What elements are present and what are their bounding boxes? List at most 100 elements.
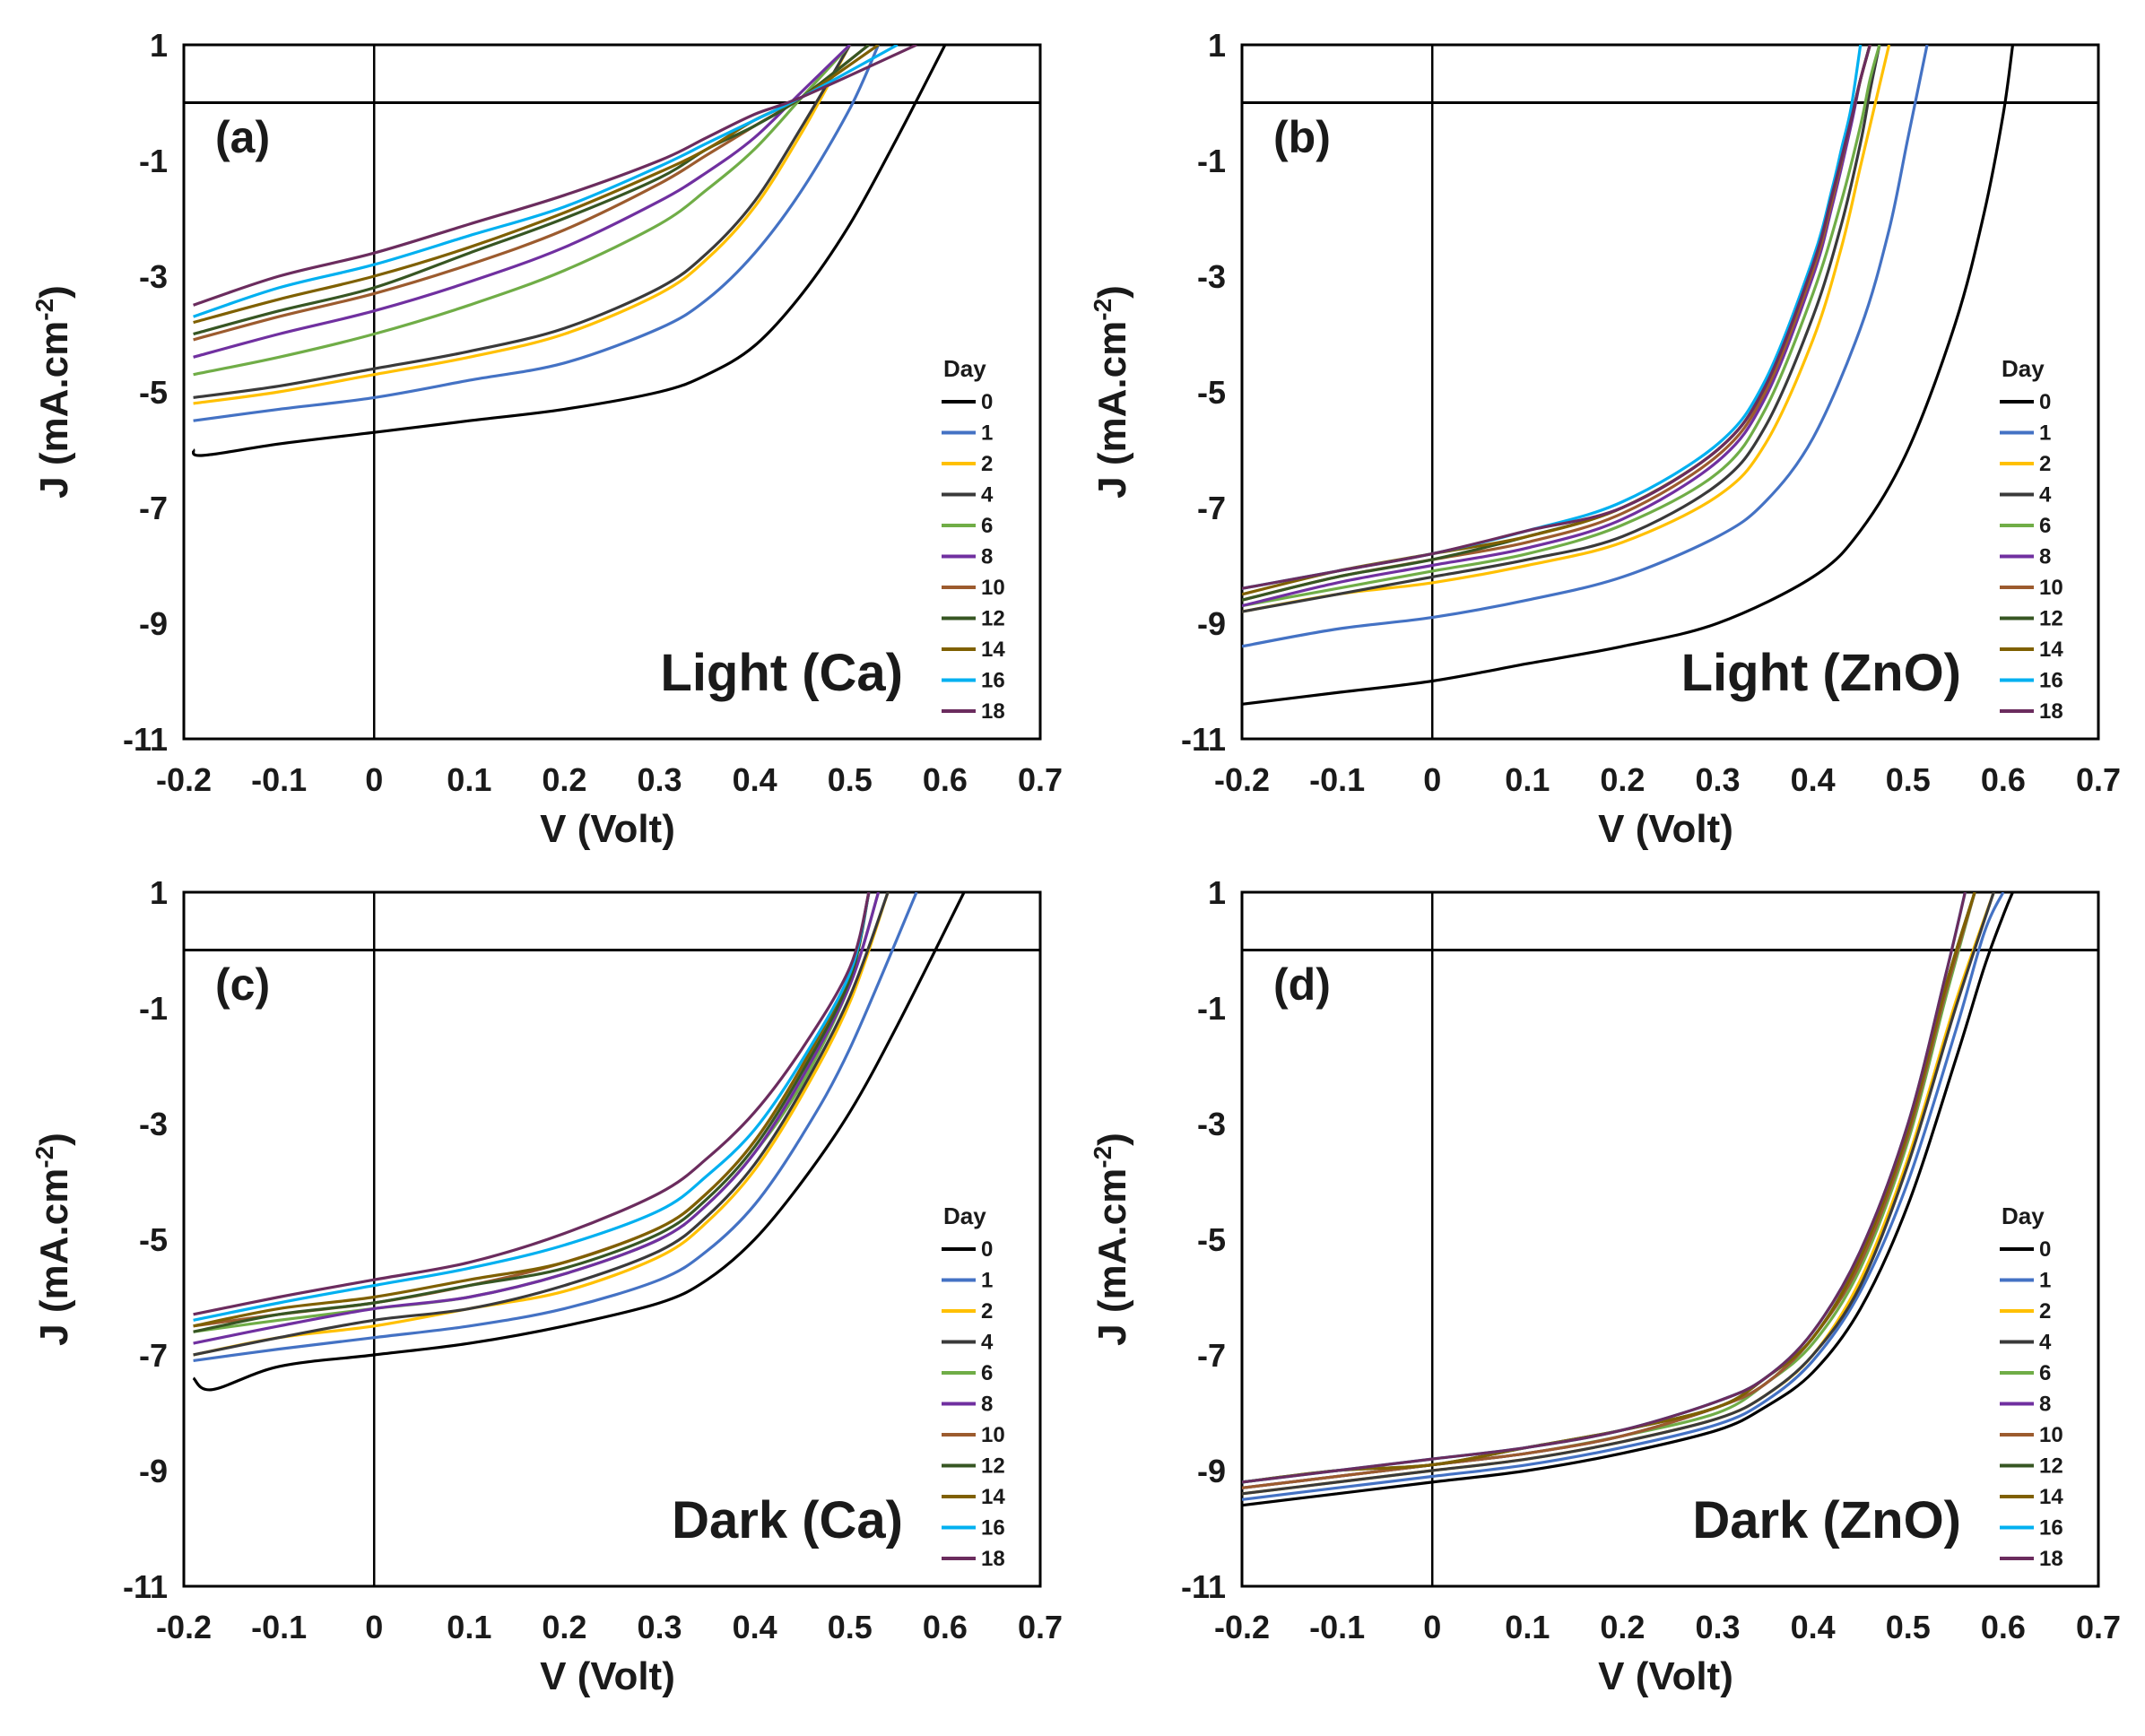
- legend-title: Day: [2002, 355, 2045, 382]
- legend-entry-day-0: 0: [2039, 1237, 2051, 1262]
- x-tick-label: 0: [365, 761, 383, 798]
- legend-entry-day-14: 14: [981, 1485, 1005, 1509]
- x-tick-label: 0.3: [1696, 761, 1741, 798]
- x-tick-label: 0.5: [1886, 761, 1931, 798]
- x-tick-label: 0: [365, 1609, 383, 1645]
- y-tick-label: -5: [139, 1221, 168, 1258]
- y-tick-label: -7: [1197, 1337, 1226, 1374]
- legend-entry-day-2: 2: [981, 452, 993, 476]
- legend-entry-day-16: 16: [981, 669, 1005, 693]
- y-axis-title-main: J (mA.cm: [32, 321, 76, 499]
- x-tick-label: 0.7: [2076, 761, 2121, 798]
- series-line-day-12: [193, 892, 871, 1333]
- panel-label: (b): [1273, 112, 1331, 162]
- series-line-day-2: [1242, 45, 1891, 613]
- y-tick-label: -11: [123, 721, 168, 758]
- legend-entry-day-2: 2: [981, 1299, 993, 1324]
- series-line-day-14: [1242, 892, 1976, 1484]
- legend-entry-day-10: 10: [981, 1423, 1005, 1447]
- legend-entry-day-14: 14: [2039, 638, 2063, 662]
- series-line-day-14: [193, 892, 871, 1328]
- y-axis-title: J (mA.cm-2): [1089, 285, 1134, 499]
- legend-entry-day-14: 14: [2039, 1485, 2063, 1509]
- y-tick-label: -7: [1197, 490, 1226, 526]
- y-tick-label: -9: [139, 605, 168, 642]
- series-line-day-1: [1242, 892, 2005, 1501]
- legend-entry-day-6: 6: [981, 514, 993, 538]
- chart-panel-a: -0.2 -0.1 0 0.1 0.2 0.3 0.4 0.5 0.6 0.7 1 -1 -3 -5 -7 -…: [30, 27, 1063, 851]
- x-tick-label: 0: [1423, 761, 1441, 798]
- legend-entry-day-6: 6: [2039, 1361, 2051, 1385]
- legend-entry-day-10: 10: [981, 576, 1005, 600]
- series-line-day-10: [1242, 892, 1976, 1489]
- series-line-day-4: [1242, 892, 1995, 1496]
- x-tick-label: 0.2: [542, 1609, 586, 1645]
- series-group: [1242, 892, 2014, 1507]
- legend-title: Day: [943, 355, 986, 382]
- y-axis-title-close: ): [1090, 285, 1134, 299]
- panel-label: (d): [1273, 959, 1331, 1010]
- x-tick-label: 0.4: [733, 761, 777, 798]
- legend-entry-day-18: 18: [2039, 699, 2063, 724]
- x-tick-label: 0.1: [1505, 761, 1550, 798]
- series-line-day-1: [1242, 45, 1929, 648]
- y-axis-title-superscript: -2: [1089, 1146, 1116, 1168]
- legend-entry-day-8: 8: [981, 1393, 993, 1417]
- legend-entry-day-18: 18: [981, 699, 1005, 724]
- legend-entry-day-8: 8: [2039, 1393, 2051, 1417]
- condition-label: Light (Ca): [660, 644, 903, 702]
- series-group: [191, 45, 947, 457]
- series-line-day-10: [193, 892, 871, 1328]
- plot-frame: [1240, 43, 2100, 741]
- x-tick-label: -0.2: [156, 1609, 212, 1645]
- legend-entry-day-6: 6: [981, 1361, 993, 1385]
- x-tick-label: 0.2: [542, 761, 586, 798]
- series-line-day-6: [1242, 892, 1976, 1489]
- legend-entry-day-8: 8: [2039, 545, 2051, 569]
- y-tick-label: -1: [1197, 143, 1226, 179]
- series-group: [1242, 45, 2015, 706]
- x-axis-title: V (Volt): [1598, 1654, 1733, 1698]
- y-tick-label: -5: [1197, 1221, 1226, 1258]
- y-tick-label: -1: [1197, 990, 1226, 1027]
- x-tick-label: 0.5: [1886, 1609, 1931, 1645]
- series-line-day-14: [1242, 45, 1871, 596]
- legend-entry-day-0: 0: [981, 390, 993, 414]
- series-line-day-6: [193, 45, 851, 377]
- y-tick-label: 1: [150, 874, 168, 911]
- x-tick-label: 0.7: [1018, 1609, 1063, 1645]
- y-axis-title: J (mA.cm-2): [30, 285, 76, 499]
- x-tick-label: -0.2: [1214, 1609, 1270, 1645]
- y-axis-title-close: ): [32, 1133, 76, 1146]
- x-tick-label: -0.2: [1214, 761, 1270, 798]
- chart-panel-c: -0.2 -0.1 0 0.1 0.2 0.3 0.4 0.5 0.6 0.7 1 -1 -3 -5 -7 -…: [30, 874, 1063, 1698]
- series-line-day-2: [193, 45, 852, 405]
- series-line-day-2: [1242, 892, 1995, 1496]
- chart-panel-d: -0.2 -0.1 0 0.1 0.2 0.3 0.4 0.5 0.6 0.7 1 -1 -3 -5 -7 -…: [1089, 874, 2121, 1698]
- series-line-day-12: [1242, 45, 1871, 602]
- y-axis-title-superscript: -2: [1089, 299, 1116, 321]
- series-line-day-18: [193, 892, 871, 1316]
- legend-title: Day: [2002, 1202, 2045, 1229]
- x-tick-label: -0.1: [251, 1609, 307, 1645]
- y-tick-label: -3: [1197, 258, 1226, 295]
- series-line-day-18: [1242, 45, 1871, 590]
- series-line-day-12: [1242, 892, 1976, 1484]
- x-tick-label: 0.5: [828, 1609, 873, 1645]
- y-tick-label: -3: [1197, 1106, 1226, 1142]
- y-tick-label: 1: [1208, 874, 1226, 911]
- legend-entry-day-12: 12: [981, 1454, 1005, 1479]
- legend-entry-day-12: 12: [981, 607, 1005, 631]
- x-tick-label: 0.2: [1600, 761, 1645, 798]
- panel-label: (c): [215, 959, 270, 1010]
- plot-frame: [182, 890, 1042, 1588]
- y-tick-label: -9: [1197, 1453, 1226, 1489]
- series-line-day-4: [193, 892, 890, 1357]
- y-tick-label: -9: [1197, 605, 1226, 642]
- legend-entry-day-18: 18: [2039, 1547, 2063, 1571]
- legend-entry-day-16: 16: [2039, 669, 2063, 693]
- legend-entry-day-2: 2: [2039, 452, 2051, 476]
- y-tick-label: -1: [139, 990, 168, 1027]
- y-tick-label: 1: [1208, 27, 1226, 64]
